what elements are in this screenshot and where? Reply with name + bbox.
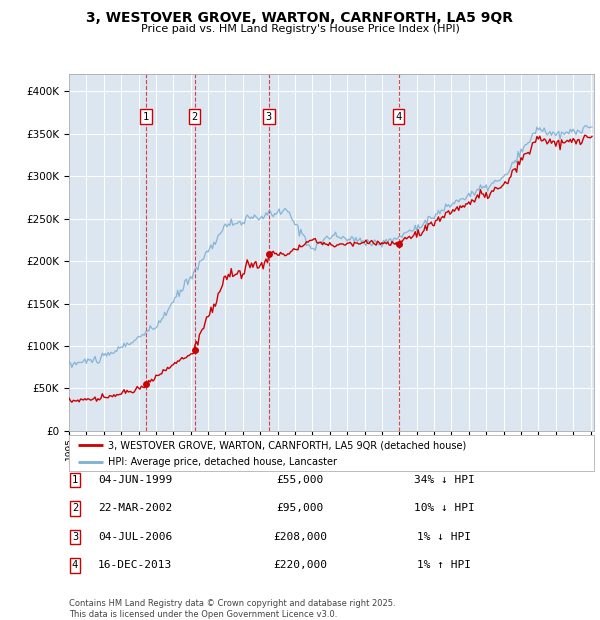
Text: 34% ↓ HPI: 34% ↓ HPI [413, 475, 475, 485]
Text: HPI: Average price, detached house, Lancaster: HPI: Average price, detached house, Lanc… [109, 457, 337, 467]
Text: 10% ↓ HPI: 10% ↓ HPI [413, 503, 475, 513]
Text: 1: 1 [143, 112, 149, 122]
Text: £55,000: £55,000 [277, 475, 323, 485]
Text: 3: 3 [266, 112, 272, 122]
Text: Price paid vs. HM Land Registry's House Price Index (HPI): Price paid vs. HM Land Registry's House … [140, 24, 460, 33]
Text: 3: 3 [72, 532, 78, 542]
Text: 3, WESTOVER GROVE, WARTON, CARNFORTH, LA5 9QR: 3, WESTOVER GROVE, WARTON, CARNFORTH, LA… [86, 11, 514, 25]
Text: £95,000: £95,000 [277, 503, 323, 513]
Text: 2: 2 [72, 503, 78, 513]
Text: 4: 4 [395, 112, 402, 122]
Text: 04-JUL-2006: 04-JUL-2006 [98, 532, 172, 542]
Text: £220,000: £220,000 [273, 560, 327, 570]
Text: 22-MAR-2002: 22-MAR-2002 [98, 503, 172, 513]
Text: 16-DEC-2013: 16-DEC-2013 [98, 560, 172, 570]
Text: 2: 2 [191, 112, 197, 122]
Text: 1% ↑ HPI: 1% ↑ HPI [417, 560, 471, 570]
Text: 1% ↓ HPI: 1% ↓ HPI [417, 532, 471, 542]
Text: 3, WESTOVER GROVE, WARTON, CARNFORTH, LA5 9QR (detached house): 3, WESTOVER GROVE, WARTON, CARNFORTH, LA… [109, 440, 467, 450]
Text: 1: 1 [72, 475, 78, 485]
Text: £208,000: £208,000 [273, 532, 327, 542]
Text: Contains HM Land Registry data © Crown copyright and database right 2025.
This d: Contains HM Land Registry data © Crown c… [69, 600, 395, 619]
Text: 4: 4 [72, 560, 78, 570]
Text: 04-JUN-1999: 04-JUN-1999 [98, 475, 172, 485]
